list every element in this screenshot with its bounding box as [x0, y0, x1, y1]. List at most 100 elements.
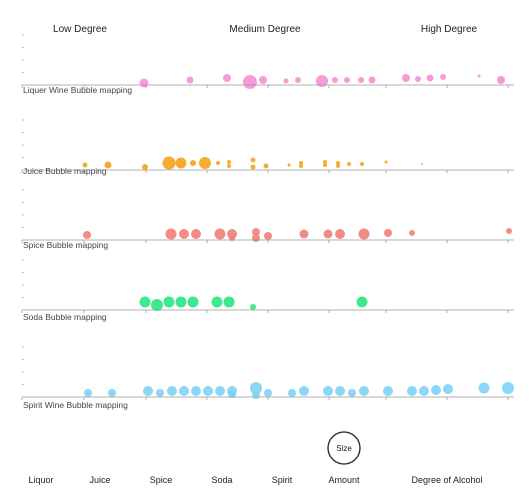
bubble	[108, 389, 116, 397]
bubble	[402, 74, 410, 82]
bubble	[440, 74, 446, 80]
footer-label-soda: Soda	[211, 475, 232, 485]
bubble	[431, 385, 441, 395]
bubble	[151, 299, 163, 311]
size-legend: Size	[327, 431, 361, 465]
bubble	[139, 296, 151, 308]
bubble	[264, 389, 272, 397]
bubble	[287, 163, 291, 167]
bubble	[250, 164, 256, 170]
bubble	[250, 382, 262, 394]
row-label: Spice Bubble mapping	[23, 240, 108, 250]
row-label: Soda Bubble mapping	[23, 312, 107, 322]
bubble	[360, 162, 364, 166]
bubble	[214, 228, 226, 240]
bubble	[263, 163, 269, 169]
bubble	[283, 78, 289, 84]
bubble	[332, 77, 338, 83]
size-legend-circle	[327, 431, 361, 465]
row-label: Juice Bubble mapping	[23, 166, 107, 176]
bubble	[82, 162, 88, 168]
bubble	[323, 163, 327, 167]
bubble	[190, 160, 196, 166]
header-low-degree: Low Degree	[53, 24, 107, 35]
bubble	[83, 231, 91, 239]
bubble	[348, 389, 356, 397]
bubble	[142, 164, 148, 170]
bubble	[243, 75, 257, 89]
bubble	[187, 296, 199, 308]
bubble	[383, 386, 393, 396]
degree-headers: Low Degree Medium Degree High Degree	[53, 24, 477, 35]
bubble	[259, 76, 267, 84]
bubble	[299, 161, 303, 165]
bubble	[359, 386, 369, 396]
footer-label-juice: Juice	[89, 475, 110, 485]
bubble	[203, 386, 213, 396]
bubble-row: Spice Bubble mapping	[21, 189, 514, 250]
footer-label-spirit: Spirit	[272, 475, 293, 485]
bubble	[295, 77, 301, 83]
bubble-row: Soda Bubble mapping	[21, 259, 514, 322]
footer-label-amount: Amount	[328, 475, 360, 485]
bubble	[288, 389, 296, 397]
bubble	[506, 228, 512, 234]
bubble	[426, 74, 434, 82]
bubble	[215, 386, 225, 396]
bubble	[368, 76, 376, 84]
bubble	[175, 157, 187, 169]
bubble	[336, 161, 340, 165]
bubble	[497, 76, 505, 84]
bubble	[299, 229, 309, 239]
header-high-degree: High Degree	[421, 24, 478, 35]
bubble	[227, 164, 231, 168]
bubble	[179, 229, 189, 239]
bubble	[443, 384, 453, 394]
bubble	[264, 232, 272, 240]
bubble-rows: Liquer Wine Bubble mapping Juice Bubble m…	[21, 34, 514, 410]
bubble	[323, 160, 327, 164]
bubble	[252, 234, 260, 242]
bubble	[229, 235, 235, 241]
bubble	[502, 382, 514, 394]
header-medium-degree: Medium Degree	[229, 24, 301, 35]
bubble	[163, 296, 175, 308]
bubble	[323, 229, 333, 239]
bubble	[335, 229, 345, 239]
bubble	[477, 74, 481, 78]
bubble	[344, 77, 350, 83]
bubble	[299, 386, 309, 396]
bubble-row: Juice Bubble mapping	[21, 119, 514, 176]
bubble	[191, 229, 201, 239]
bubble	[143, 386, 153, 396]
row-label: Spirit Wine Bubble mapping	[23, 400, 128, 410]
bubble	[384, 229, 392, 237]
bubble	[323, 386, 333, 396]
bubble	[419, 386, 429, 396]
bubble	[223, 296, 235, 308]
bubble	[478, 382, 490, 394]
footer-label-spice: Spice	[150, 475, 173, 485]
footer-label-degree-of-alcohol: Degree of Alcohol	[411, 475, 482, 485]
bubble	[347, 162, 351, 166]
bubble	[156, 389, 164, 397]
bubble	[407, 386, 417, 396]
bubble-row: Liquer Wine Bubble mapping	[21, 34, 514, 95]
bubble	[175, 296, 187, 308]
bubble	[358, 77, 364, 83]
bubble	[250, 157, 256, 163]
bubble	[316, 75, 328, 87]
bubble	[421, 163, 423, 165]
bubble	[227, 160, 231, 164]
bubble	[186, 76, 194, 84]
bubble	[335, 386, 345, 396]
bubble-row: Spirit Wine Bubble mapping	[21, 346, 514, 410]
bubble	[228, 390, 236, 398]
bubble	[179, 386, 189, 396]
bubble	[356, 296, 368, 308]
row-label: Liquer Wine Bubble mapping	[23, 85, 132, 95]
bubble	[167, 386, 177, 396]
bubble	[409, 230, 415, 236]
bubble	[250, 304, 256, 310]
